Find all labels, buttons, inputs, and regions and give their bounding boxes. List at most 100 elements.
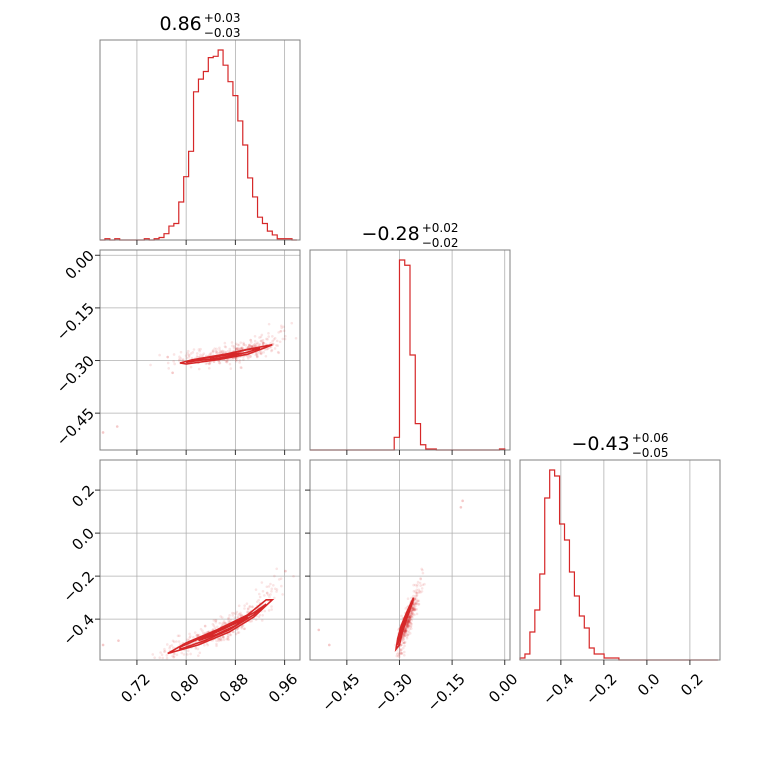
sample-point <box>409 617 413 621</box>
sample-point <box>207 366 211 370</box>
sample-point <box>225 359 228 363</box>
sample-point <box>401 646 405 650</box>
sample-point <box>232 346 236 350</box>
sample-point <box>258 336 261 339</box>
sample-point <box>213 347 216 350</box>
sample-point <box>260 619 264 622</box>
sample-point <box>222 621 225 625</box>
y-grid-scatter-0-1 <box>100 254 300 414</box>
sample-point <box>255 352 258 356</box>
sample-point <box>412 607 416 611</box>
sample-point <box>411 611 414 615</box>
sample-point <box>241 624 244 628</box>
x-ticks-scatter-0-1 <box>136 450 286 455</box>
sample-point <box>411 615 414 619</box>
sample-point <box>218 638 222 642</box>
sample-point <box>241 346 244 350</box>
sample-point <box>235 610 239 614</box>
histogram-param-1 <box>310 259 506 451</box>
sample-point <box>263 594 266 597</box>
sample-point <box>276 350 280 354</box>
sample-point <box>189 365 193 369</box>
title-minus-param-1: −0.02 <box>422 236 459 250</box>
sample-point <box>221 349 224 353</box>
sample-point <box>409 624 413 628</box>
sample-point <box>411 606 415 609</box>
sample-point <box>151 653 155 656</box>
sample-point <box>221 635 225 639</box>
contour-0-1-1 <box>210 352 242 361</box>
sample-point <box>182 653 186 656</box>
sample-point <box>260 581 264 584</box>
sample-point <box>195 354 199 358</box>
sample-point <box>195 352 199 355</box>
sample-point <box>220 616 224 619</box>
x-tick-label-hist-2-3: 0.2 <box>677 670 707 700</box>
sample-point <box>181 358 185 362</box>
sample-point <box>211 350 215 354</box>
sample-point <box>257 598 261 602</box>
sample-point <box>258 344 261 347</box>
sample-point <box>227 638 230 641</box>
sample-point <box>421 571 425 575</box>
sample-point <box>412 612 415 616</box>
x-grid-hist-0 <box>136 40 286 240</box>
sample-point <box>420 567 424 571</box>
sample-point <box>197 367 201 371</box>
sample-point <box>158 656 162 659</box>
sample-point <box>206 643 209 647</box>
sample-point <box>224 350 228 354</box>
sample-point <box>407 633 410 636</box>
title-median-param-2: −0.43 <box>571 433 629 455</box>
sample-point <box>406 621 409 625</box>
sample-point <box>199 627 203 631</box>
sample-point <box>228 633 232 636</box>
sample-point <box>188 636 191 639</box>
sample-point <box>172 652 175 655</box>
sample-point <box>403 650 406 654</box>
y-tick-label-scatter-0-1-1: −0.30 <box>53 352 98 397</box>
sample-point <box>411 610 414 613</box>
sample-point <box>403 640 407 644</box>
sample-point <box>275 339 279 343</box>
sample-point <box>405 624 409 627</box>
sample-point <box>415 591 419 595</box>
sample-point <box>414 590 417 593</box>
sample-point <box>237 613 240 616</box>
sample-point <box>272 338 276 341</box>
panel-scatter-1-2: −0.45 −0.30 −0.15 0.00 <box>305 459 521 715</box>
sample-point <box>179 357 183 360</box>
sample-point <box>250 344 254 348</box>
sample-point <box>234 342 238 346</box>
sample-point <box>231 357 235 361</box>
sample-point <box>222 350 226 353</box>
sample-point <box>265 585 269 589</box>
sample-point <box>404 631 407 634</box>
sample-point <box>203 624 207 628</box>
sample-point <box>224 345 228 349</box>
sample-point <box>409 622 413 625</box>
sample-point <box>412 606 415 610</box>
sample-point <box>240 626 244 630</box>
sample-point <box>234 347 238 351</box>
sample-point <box>405 623 409 627</box>
sample-point <box>223 358 227 362</box>
sample-point <box>284 569 287 573</box>
sample-point <box>218 361 222 365</box>
sample-point <box>272 584 275 587</box>
sample-point <box>402 637 405 641</box>
sample-point <box>229 633 233 637</box>
x-ticks-scatter-0-2 <box>136 660 286 665</box>
title-median-param-0: 0.86 <box>159 13 201 35</box>
sample-point <box>406 624 410 628</box>
sample-point <box>421 583 425 587</box>
sample-point <box>226 636 230 639</box>
sample-point <box>397 651 400 655</box>
x-tick-label-scatter-0-2-2: 0.88 <box>216 670 252 706</box>
sample-point <box>408 616 412 619</box>
sample-point <box>246 346 250 349</box>
sample-point <box>224 621 227 625</box>
sample-point <box>405 624 409 627</box>
sample-point <box>240 347 244 350</box>
sample-point <box>283 337 287 341</box>
